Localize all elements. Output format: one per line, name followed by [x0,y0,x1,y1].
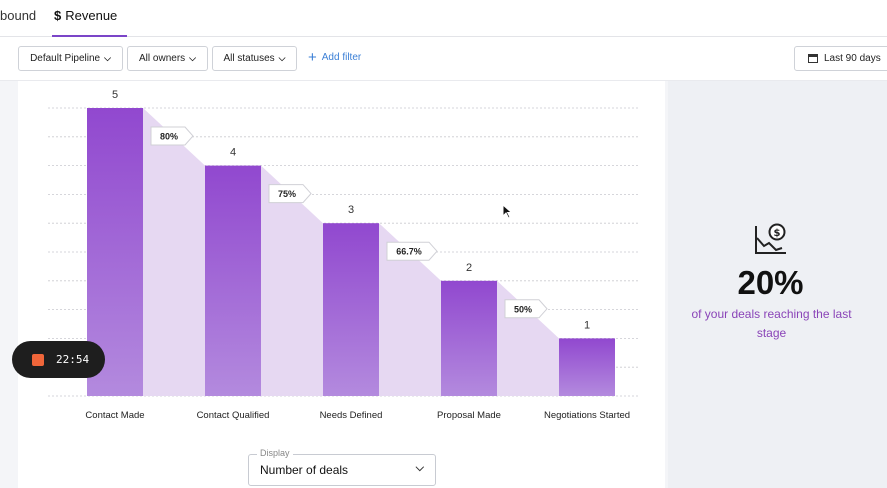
funnel-chart-panel: 5 Contact Made 4 Contact Qualified 3 Needs De… [18,81,665,488]
conversion-tag [150,126,194,146]
pipeline-filter-label: Default Pipeline [30,53,101,64]
plus-icon: + [308,48,317,66]
add-filter-label: Add filter [321,52,362,63]
owners-filter-label: All owners [139,53,186,64]
tab-revenue-label: Revenue [65,8,118,23]
tab-bar: bound $ Revenue [0,0,887,37]
conversion-rate-label: 50% [514,304,532,314]
conversion-summary-panel: $ 20% of your deals reaching the last st… [668,81,887,488]
recording-time: 22:54 [56,353,90,366]
statuses-filter-label: All statuses [223,53,275,64]
conversion-rate-label: 66.7% [396,247,422,257]
conversion-rate-label: 75% [278,189,296,199]
statuses-filter-button[interactable]: All statuses ⌵ [212,46,297,71]
tab-inbound[interactable]: bound [0,8,37,23]
conversion-rate-value: 20% [737,264,804,301]
stop-recording-icon[interactable] [32,353,44,366]
conversion-tag [386,241,438,261]
display-select-legend: Display [257,448,293,458]
funnel-bar [205,165,261,396]
bar-value-label: 4 [230,147,236,159]
bar-value-label: 5 [112,89,118,101]
funnel-connector [497,280,559,396]
recording-timer[interactable]: 22:54 [12,341,105,378]
calendar-icon [808,54,818,63]
chevron-down-icon: ⌵ [415,462,424,474]
funnel-chart: 5 Contact Made 4 Contact Qualified 3 Needs De… [48,89,638,421]
chart-dollar-icon: $ [755,223,786,254]
category-label: Needs Defined [320,410,383,421]
chevron-down-icon: ⌵ [104,53,111,63]
dollar-icon: $ [54,8,62,23]
conversion-tag [268,184,312,204]
category-label: Contact Made [85,410,144,421]
date-range-button[interactable]: Last 90 days [794,46,887,71]
display-select[interactable]: Display Number of deals ⌵ [248,448,436,486]
funnel-bar [559,338,615,396]
svg-text:$: $ [774,228,781,239]
display-select-value: Number of deals [260,463,349,477]
conversion-rate-description: of your deals reaching the last stage [691,307,852,340]
conversion-tag [504,299,548,319]
conversion-rate-label: 80% [160,132,178,142]
funnel-connector [143,108,205,396]
bar-value-label: 2 [466,262,472,274]
bar-value-label: 1 [584,319,590,331]
category-label: Proposal Made [437,410,501,421]
category-label: Contact Qualified [197,410,270,421]
funnel-connector [379,223,441,396]
funnel-connector [261,165,323,396]
category-label: Negotiations Started [544,410,630,421]
filter-bar: Default Pipeline ⌵ All owners ⌵ All stat… [0,37,887,81]
mouse-cursor-icon [502,204,513,219]
funnel-bar [323,223,379,396]
chevron-down-icon: ⌵ [278,53,286,63]
bar-value-label: 3 [348,204,354,216]
date-range-label: Last 90 days [824,53,881,64]
add-filter-button[interactable]: + Add filter [308,48,362,66]
tab-revenue[interactable]: $ Revenue [52,8,128,37]
chevron-down-icon: ⌵ [189,53,196,63]
funnel-bar [441,280,497,396]
owners-filter-button[interactable]: All owners ⌵ [127,46,208,71]
pipeline-filter-button[interactable]: Default Pipeline ⌵ [18,46,123,71]
